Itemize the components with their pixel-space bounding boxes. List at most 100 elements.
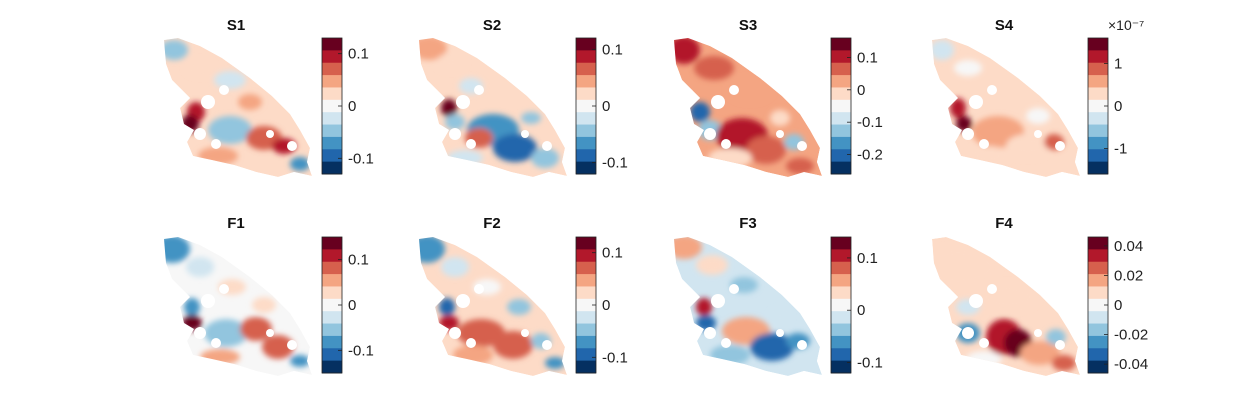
colorbar-segment: [831, 99, 851, 113]
colorbar-segment: [1088, 149, 1108, 163]
heatmap-cell: [240, 317, 272, 341]
island-hole: [456, 294, 470, 308]
island-hole: [969, 95, 983, 109]
panel-title: F2: [483, 215, 501, 232]
colorbar-segment: [831, 161, 851, 175]
colorbar-segment: [322, 136, 342, 150]
colorbar-segment: [576, 249, 596, 263]
heatmap-cell: [966, 351, 1002, 367]
colorbar-segment: [322, 286, 342, 300]
colorbar-exponent: ×10⁻⁷: [1108, 17, 1144, 33]
colorbar-segment: [831, 348, 851, 362]
colorbar-tick-label: 0: [857, 82, 865, 99]
island-hole: [521, 329, 529, 337]
colorbar-segment: [831, 237, 851, 250]
colorbar-segment: [1088, 62, 1108, 76]
island-hole: [432, 288, 438, 294]
island-hole: [1034, 130, 1042, 138]
island-hole: [945, 288, 951, 294]
colorbar-segment: [831, 38, 851, 51]
heatmap-cell: [200, 349, 240, 365]
colorbar: 0.1 0 -0.1: [830, 236, 883, 374]
colorbar-segment: [576, 149, 596, 163]
colorbar-segment: [322, 335, 342, 349]
colorbar-segment: [576, 136, 596, 150]
panel-s2: S2 0.1 0 -0.1: [419, 17, 628, 177]
colorbar-segment: [576, 311, 596, 325]
colorbar-segment: [322, 237, 342, 250]
colorbar-segment: [831, 298, 851, 312]
heatmap-cell: [447, 150, 483, 166]
colorbar-segment: [1088, 249, 1108, 263]
colorbar-segment: [322, 249, 342, 263]
heatmap-cell: [932, 247, 998, 287]
heatmap-cell: [1052, 355, 1076, 371]
island-hole: [219, 85, 229, 95]
colorbar-segment: [576, 87, 596, 101]
colorbar-segment: [831, 136, 851, 150]
island-hole: [542, 141, 552, 151]
heatmap-cell: [493, 134, 537, 162]
heatmap-cell: [531, 148, 559, 168]
colorbar-segment: [576, 360, 596, 374]
heatmap-cell: [950, 98, 966, 118]
colorbar-segment: [322, 50, 342, 64]
panel-title: F1: [227, 215, 245, 232]
colorbar: 0.1 0 -0.1: [321, 37, 374, 175]
colorbar-tick-label: -0.1: [348, 342, 374, 359]
heatmap-cell: [674, 38, 700, 64]
island-hole: [177, 89, 183, 95]
colorbar-segment: [1088, 87, 1108, 101]
heatmap-cell: [674, 237, 702, 259]
heatmap-cell: [198, 147, 238, 165]
island-hole: [776, 130, 784, 138]
colorbar-tick-label: 1: [1114, 56, 1122, 73]
colorbar-segment: [831, 149, 851, 163]
colorbar-tick-label: 0.1: [602, 245, 623, 262]
colorbar-segment: [322, 323, 342, 337]
island-hole: [987, 284, 997, 294]
colorbar-segment: [576, 323, 596, 337]
island-hole: [201, 294, 215, 308]
colorbar-segment: [322, 298, 342, 312]
island-hole: [687, 288, 693, 294]
colorbar-segment: [576, 75, 596, 88]
heatmap-cell: [786, 158, 814, 174]
colorbar-segment: [1088, 75, 1108, 88]
island-hole: [449, 327, 461, 339]
island-hole: [521, 130, 529, 138]
panel-f1: F1 0.1 0 -0.1: [164, 215, 374, 376]
island-hole: [266, 130, 274, 138]
colorbar-segment: [1088, 348, 1108, 362]
island-hole: [474, 85, 484, 95]
colorbar-segment: [322, 149, 342, 163]
island-hole: [797, 141, 807, 151]
colorbar-tick-label: -1: [1114, 141, 1127, 158]
colorbar-frame: [830, 37, 852, 175]
colorbar: 0.1 0 -0.1: [321, 236, 374, 374]
colorbar-tick-label: 0: [1114, 297, 1122, 314]
colorbar-segment: [576, 261, 596, 275]
panel-title: S4: [995, 17, 1014, 34]
colorbar-segment: [831, 274, 851, 287]
heatmap-cell: [954, 60, 982, 76]
colorbar-segment: [1088, 112, 1108, 126]
heatmap-cell: [453, 345, 493, 365]
colorbar-tick-label: 0.04: [1114, 238, 1143, 255]
heatmap-cell: [290, 355, 310, 367]
island-hole: [287, 141, 297, 151]
heatmap-cell: [708, 148, 752, 168]
heatmap-cell: [419, 237, 445, 263]
panel-title: S3: [739, 17, 757, 34]
island-hole: [711, 95, 725, 109]
colorbar-segment: [1088, 136, 1108, 150]
colorbar-segment: [322, 360, 342, 374]
panel-title: S2: [483, 17, 501, 34]
heatmap-cell: [441, 257, 469, 277]
panel-s1: S1 0.1 0 -0.1: [164, 17, 374, 177]
island-hole: [211, 139, 221, 149]
heatmap-field: [419, 237, 567, 376]
panel-f4: F4 0.04 0.02 0 -0.02 -0.04: [932, 215, 1148, 376]
colorbar-tick-label: 0: [348, 297, 356, 314]
colorbar-tick-label: -0.2: [857, 147, 883, 164]
